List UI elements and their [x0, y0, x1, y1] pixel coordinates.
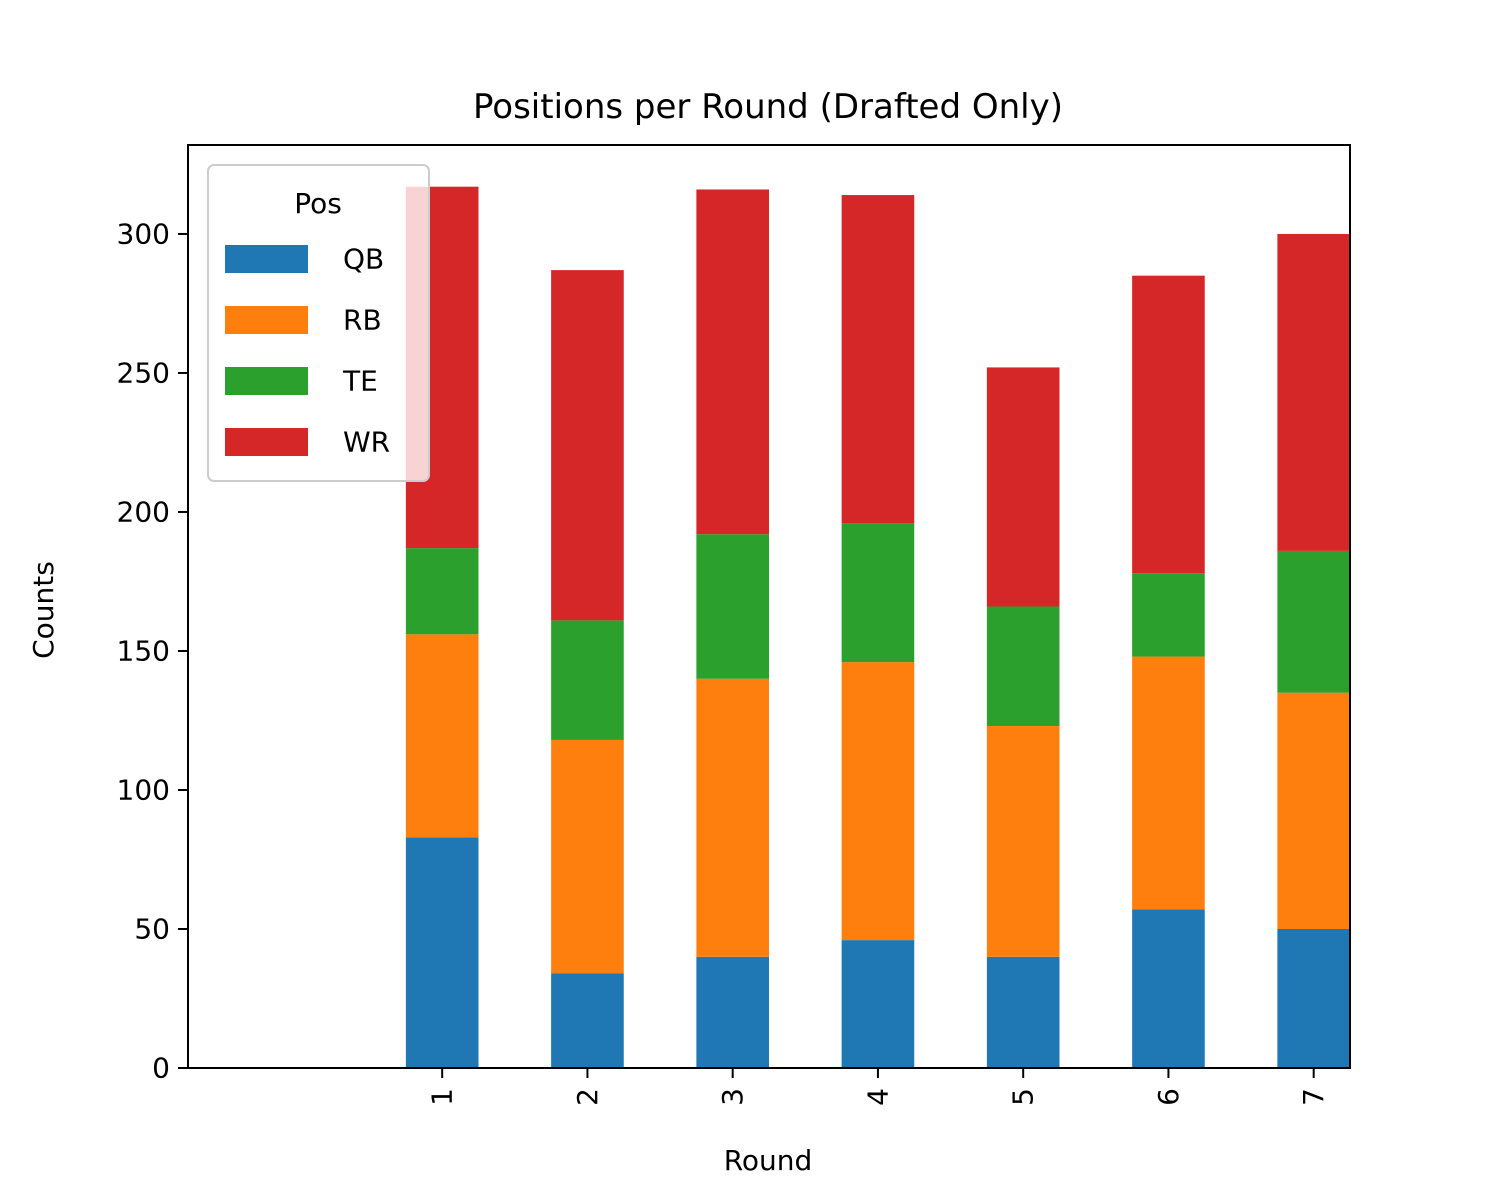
y-tick-label: 150	[117, 634, 170, 667]
plot-frame	[187, 144, 1351, 1069]
legend-swatch-wr	[225, 428, 308, 456]
legend-label-wr: WR	[343, 426, 390, 459]
x-tick-label: 6	[1152, 1088, 1185, 1106]
bar-segment-te-round-3	[696, 534, 769, 679]
legend-items: QB RB TE WR	[225, 243, 390, 459]
bar-segment-rb-round-3	[696, 678, 769, 957]
x-tick-label: 1	[426, 1088, 459, 1106]
legend-swatch-qb	[225, 245, 308, 273]
bar-segment-wr-round-6	[1132, 275, 1205, 574]
x-tick-label: 3	[716, 1088, 749, 1106]
bar-segment-te-round-5	[986, 606, 1060, 727]
bar-segment-rb-round-6	[1132, 656, 1205, 910]
bar-segment-rb-round-1	[405, 634, 479, 838]
legend-swatch-rb	[225, 306, 308, 334]
y-tick-label: 0	[152, 1052, 170, 1085]
x-tick-label: 5	[1007, 1088, 1040, 1106]
legend-label-qb: QB	[343, 243, 384, 276]
chart-title: Positions per Round (Drafted Only)	[473, 87, 1063, 127]
bar-segment-te-round-6	[1132, 573, 1205, 657]
bar-segment-qb-round-5	[986, 956, 1060, 1068]
legend-frame	[207, 164, 430, 482]
x-axis: 1 2 3 4 5 6 7	[426, 1068, 1330, 1106]
y-axis: 0 50 100 150 200 250 300	[117, 217, 188, 1085]
bar-segment-wr-round-4	[841, 195, 915, 524]
bar-segment-wr-round-5	[986, 367, 1060, 607]
bar-segment-te-round-2	[551, 620, 624, 740]
x-tick-label: 2	[571, 1088, 604, 1106]
legend: Pos QB RB TE WR	[207, 164, 430, 482]
y-axis-label: Counts	[27, 561, 60, 659]
bar-segment-qb-round-4	[841, 940, 915, 1068]
x-tick-label: 4	[861, 1088, 894, 1106]
bar-segment-te-round-4	[841, 523, 915, 663]
bars-layer	[405, 186, 1350, 1068]
bar-segment-te-round-1	[405, 548, 479, 635]
legend-label-te: TE	[342, 365, 378, 398]
bar-segment-rb-round-4	[841, 662, 915, 941]
bar-segment-wr-round-2	[551, 270, 624, 621]
legend-swatch-te	[225, 367, 308, 395]
y-tick-label: 50	[134, 912, 170, 945]
bar-segment-rb-round-2	[551, 739, 624, 974]
bar-segment-wr-round-3	[696, 189, 769, 535]
bar-segment-rb-round-5	[986, 726, 1060, 957]
y-tick-label: 250	[117, 356, 170, 389]
bar-segment-qb-round-2	[551, 973, 624, 1068]
y-tick-label: 100	[117, 773, 170, 806]
x-axis-label: Round	[724, 1144, 813, 1177]
bar-segment-rb-round-7	[1277, 692, 1350, 929]
legend-title: Pos	[294, 187, 342, 220]
y-tick-label: 300	[117, 217, 170, 250]
bar-segment-qb-round-3	[696, 956, 769, 1068]
legend-label-rb: RB	[343, 304, 382, 337]
bar-segment-qb-round-7	[1277, 928, 1350, 1068]
bar-segment-qb-round-6	[1132, 909, 1205, 1068]
bar-segment-wr-round-7	[1277, 233, 1350, 551]
x-tick-label: 7	[1297, 1088, 1330, 1106]
y-tick-label: 200	[117, 495, 170, 528]
bar-segment-qb-round-1	[405, 837, 479, 1068]
bar-segment-te-round-7	[1277, 550, 1350, 693]
